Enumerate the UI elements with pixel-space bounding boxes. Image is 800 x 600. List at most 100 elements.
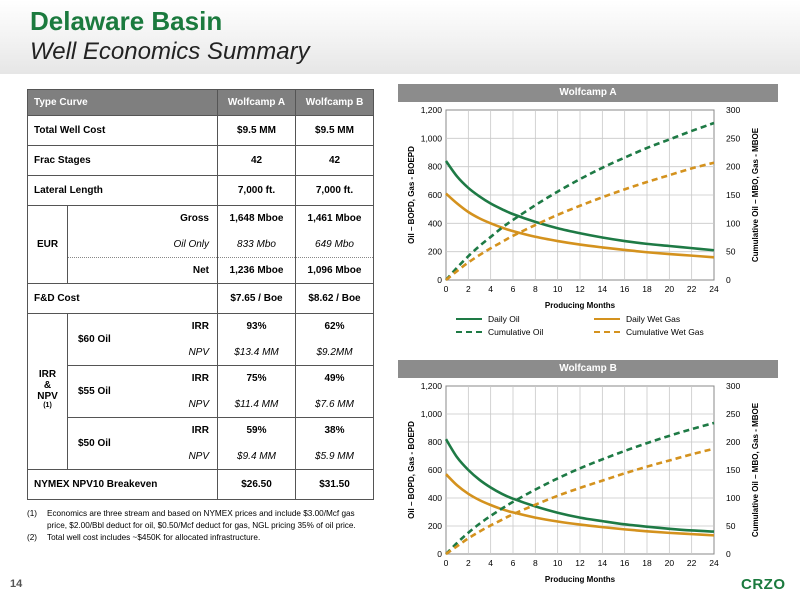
chart-b-title: Wolfcamp B <box>398 360 778 378</box>
y-tick-label: 800 <box>428 162 442 172</box>
x-tick-label: 14 <box>598 284 608 294</box>
y2-tick-label: 0 <box>726 549 731 559</box>
y2-tick-label: 200 <box>726 162 740 172</box>
x-tick-label: 10 <box>553 284 563 294</box>
x-tick-label: 0 <box>444 284 449 294</box>
footnotes: (1) Economics are three stream and based… <box>27 508 374 544</box>
page-subtitle: Well Economics Summary <box>30 38 310 65</box>
npv-50-row: NPV $9.4 MM $5.9 MM <box>28 443 374 470</box>
legend-cumulative-wet-gas: Cumulative Wet Gas <box>594 327 704 337</box>
header-wolfcamp-a: Wolfcamp A <box>217 89 296 116</box>
x-tick-label: 4 <box>488 558 493 568</box>
x-tick-label: 24 <box>709 284 719 294</box>
page-title: Delaware Basin <box>30 6 223 36</box>
x-tick-label: 12 <box>575 284 585 294</box>
x-tick-label: 18 <box>642 558 652 568</box>
x-tick-label: 2 <box>466 558 471 568</box>
chart-b-plot: 0 2 4 6 8 10 12 14 16 18 20 22 2402004006008001,0001… <box>407 381 760 584</box>
legend-cumulative-oil: Cumulative Oil <box>456 327 543 337</box>
y-tick-label: 0 <box>437 275 442 285</box>
wolfcamp-b-chart: Wolfcamp B 0 2 4 6 8 10 12 14 16 18 20 22 24 0 200 400 6… <box>398 360 778 594</box>
eur-oil-only-label: Oil Only <box>67 231 218 258</box>
irr-55-row: $55 Oil IRR 75% 49% <box>28 365 374 397</box>
x-tick-label: 0 <box>444 558 449 568</box>
x-tick-label: 8 <box>533 284 538 294</box>
irr-60-b: 62% <box>295 313 374 340</box>
frac-stages-label: Frac Stages <box>27 145 218 176</box>
lateral-length-b: 7,000 ft. <box>295 175 374 206</box>
legend-daily-oil: Daily Oil <box>456 314 520 324</box>
y2-tick-label: 300 <box>726 381 740 391</box>
y-tick-label: 800 <box>428 437 442 447</box>
series-daily-wet-gas <box>445 473 715 537</box>
footnote-1: (1) Economics are three stream and based… <box>27 509 356 530</box>
y-tick-label: 600 <box>428 465 442 475</box>
y-tick-label: 400 <box>428 493 442 503</box>
eur-oil-only-b: 649 Mbo <box>295 231 374 258</box>
x-tick-label: 24 <box>709 558 719 568</box>
frac-stages-a: 42 <box>217 145 296 176</box>
eur-gross-row: EUR Gross 1,648 Mboe 1,461 Mboe <box>27 205 374 284</box>
irr-60-row: IRR & NPV (1) $60 Oil IRR 93% 62% <box>27 313 374 470</box>
header-wolfcamp-b: Wolfcamp B <box>295 89 374 116</box>
y2-tick-label: 250 <box>726 133 740 143</box>
y2-tick-label: 200 <box>726 437 740 447</box>
x-tick-label: 12 <box>575 558 585 568</box>
table-row: Frac Stages 42 42 <box>27 145 374 176</box>
fd-cost-b: $8.62 / Boe <box>295 283 374 314</box>
series-daily-oil <box>444 160 715 252</box>
total-well-cost-label: Total Well Cost <box>27 115 218 146</box>
header-type-curve: Type Curve <box>27 89 218 116</box>
eur-label: EUR <box>27 205 68 284</box>
y2-tick-label: 100 <box>726 493 740 503</box>
legend-daily-wet-gas: Daily Wet Gas <box>594 314 680 324</box>
price-60-oil: $60 Oil <box>78 334 111 346</box>
npv-50-a: $9.4 MM <box>217 443 296 470</box>
y2-axis-title: Cumulative Oil – MBO, Gas - MBOE <box>751 402 760 537</box>
eur-oil-only-a: 833 Mbo <box>217 231 296 258</box>
x-tick-label: 8 <box>533 558 538 568</box>
npv-55-b: $7.6 MM <box>295 391 374 418</box>
series-cumulative-wet-gas <box>445 447 715 556</box>
npv-60-label: NPV <box>67 339 218 366</box>
x-tick-label: 22 <box>687 284 697 294</box>
breakeven-b: $31.50 <box>295 469 374 500</box>
eur-net-b: 1,096 Mboe <box>295 257 374 284</box>
y-axis-title: Oil – BOPD, Gas - BOEPD <box>407 421 416 519</box>
chart-a-plot: 0 2 4 6 8 10 12 14 16 18 20 22 2402004006008001,0001… <box>407 105 760 310</box>
npv-60-a: $13.4 MM <box>217 339 296 366</box>
y-tick-label: 200 <box>428 521 442 531</box>
irr-50-label: IRR <box>191 425 209 437</box>
npv-50-b: $5.9 MM <box>295 443 374 470</box>
y-tick-label: 200 <box>428 247 442 257</box>
lateral-length-label: Lateral Length <box>27 175 218 206</box>
x-axis-title: Producing Months <box>545 575 616 584</box>
well-economics-table: Type Curve Wolfcamp A Wolfcamp B Total W… <box>27 89 374 500</box>
x-tick-label: 20 <box>665 284 675 294</box>
wolfcamp-a-chart: Wolfcamp A 0 2 4 6 8 10 12 14 16 18 20 22 24 0 200 400 6… <box>398 84 778 337</box>
y2-tick-label: 50 <box>726 521 736 531</box>
x-tick-label: 16 <box>620 558 630 568</box>
lateral-length-a: 7,000 ft. <box>217 175 296 206</box>
title-band <box>0 0 800 74</box>
x-tick-label: 18 <box>642 284 652 294</box>
chart-a-title: Wolfcamp A <box>398 84 778 102</box>
x-tick-label: 20 <box>665 558 675 568</box>
frac-stages-b: 42 <box>295 145 374 176</box>
breakeven-a: $26.50 <box>217 469 296 500</box>
y-tick-label: 1,000 <box>421 409 443 419</box>
irr-60-label: IRR <box>191 321 209 333</box>
x-tick-label: 2 <box>466 284 471 294</box>
irr-55-b: 49% <box>295 365 374 392</box>
price-55-oil: $55 Oil <box>78 386 111 398</box>
y-tick-label: 1,200 <box>421 105 443 115</box>
eur-net-a: 1,236 Mboe <box>217 257 296 284</box>
y2-tick-label: 250 <box>726 409 740 419</box>
y-axis-title: Oil – BOPD, Gas - BOEPD <box>407 146 416 244</box>
y-tick-label: 1,000 <box>421 133 443 143</box>
chart-a-legend: Daily Oil Daily Wet Gas Cumulative Oil C… <box>398 314 778 344</box>
y-tick-label: 400 <box>428 218 442 228</box>
series-daily-wet-gas <box>445 192 715 259</box>
y-tick-label: 0 <box>437 549 442 559</box>
y2-tick-label: 100 <box>726 218 740 228</box>
